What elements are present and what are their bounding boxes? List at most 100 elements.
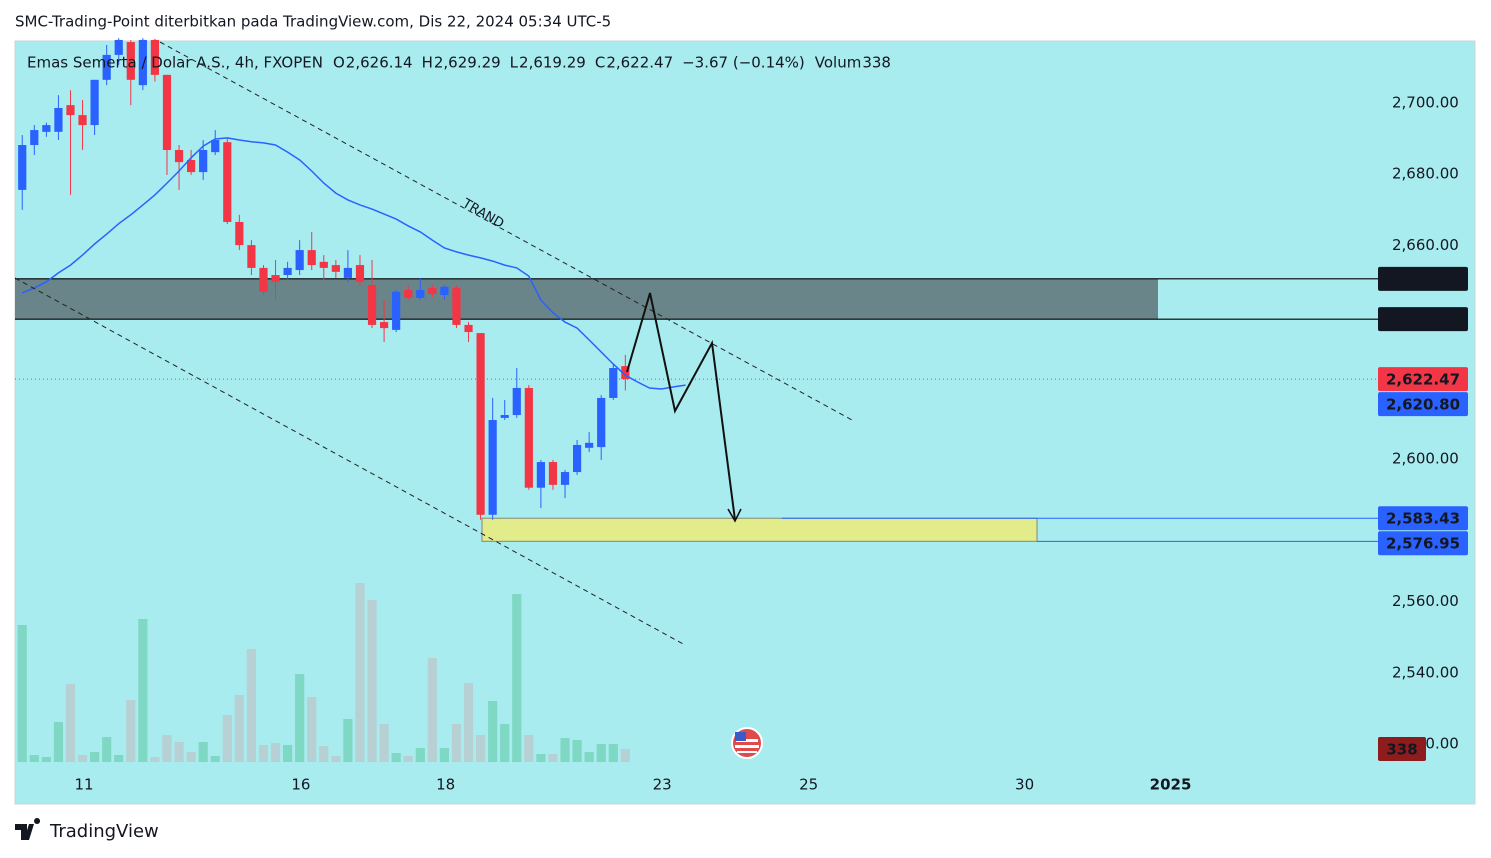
us-flag-event [731, 727, 763, 759]
candle-body [464, 324, 473, 333]
volume-bar [500, 724, 510, 762]
volume-bar [65, 684, 76, 762]
candle-body [295, 250, 304, 271]
candle-body [199, 150, 208, 173]
candle-body [524, 387, 533, 488]
volume-bar [572, 740, 582, 762]
candle-body [452, 287, 461, 325]
volume-bar [210, 756, 220, 762]
y-tick-label: 2,700.00 [1392, 93, 1459, 111]
publish-header: SMC-Trading-Point diterbitkan pada Tradi… [15, 13, 611, 31]
candle-body [150, 39, 160, 75]
candle-body [597, 397, 606, 448]
legend-volume-value: 338 [862, 54, 891, 72]
price-tag [1378, 367, 1468, 392]
candle-body [440, 286, 449, 295]
candle-body [404, 290, 413, 298]
candle-body [428, 287, 437, 294]
volume-bar [162, 735, 172, 762]
candle-body [416, 290, 425, 298]
volume-bar [222, 715, 232, 762]
zones [15, 278, 1378, 542]
price-tag [1378, 506, 1468, 531]
legend-key: O [333, 54, 345, 72]
y-tick-label: 2,560.00 [1392, 592, 1459, 610]
legend-value: 2,629.29 [434, 54, 501, 72]
y-tick-label: 2,600.00 [1392, 450, 1459, 468]
legend-value: 2,626.14 [346, 54, 413, 72]
x-tick-label: 11 [74, 776, 93, 794]
candle-body [343, 267, 353, 278]
volume-bar [198, 742, 208, 762]
candle-body [138, 39, 147, 86]
price-tag-label: 2,622.47 [1386, 371, 1460, 389]
volume-bar [439, 748, 450, 762]
volume-bar [150, 757, 160, 762]
candle-body [560, 472, 570, 485]
volume-bar [524, 735, 534, 762]
x-tick-label: 18 [436, 776, 455, 794]
candle-body [211, 140, 220, 153]
volume-bar [126, 700, 136, 762]
volume-bar [270, 743, 281, 762]
volume-bar [403, 756, 413, 762]
volume-bar [596, 744, 606, 762]
volume-bar [174, 742, 184, 762]
price-tag [1378, 392, 1468, 417]
candle-body [319, 261, 328, 268]
price-tag-label: 2,583.43 [1386, 510, 1460, 528]
volume-bar [608, 744, 618, 762]
candle-body [247, 245, 256, 268]
drawings [14, 41, 853, 759]
candle-body [536, 462, 546, 488]
volume-bar [379, 724, 389, 762]
x-tick-label: 25 [799, 776, 818, 794]
legend-key: H [422, 54, 433, 72]
legend-key: L [510, 54, 519, 72]
candle-body [42, 125, 51, 132]
candle-body [476, 333, 485, 515]
volume-bar [102, 737, 112, 762]
candle-body [367, 285, 377, 325]
candle-body [54, 107, 63, 132]
volume-bar [295, 674, 305, 762]
volume-bar [463, 683, 474, 762]
legend-volume-key: Volum [815, 54, 862, 72]
candle-body [235, 221, 244, 246]
volume-bar [17, 625, 27, 762]
candle-body [379, 322, 389, 329]
volume-bar [560, 738, 570, 762]
moving-average [21, 137, 686, 390]
volume-bar [41, 757, 51, 762]
volume-bar [512, 594, 522, 762]
candle-body [90, 79, 99, 126]
y-tick-label: 2,540.00 [1392, 663, 1459, 681]
candle-body [307, 250, 316, 266]
volume-bar [391, 753, 401, 762]
volume-bar [536, 754, 546, 762]
volume-bar [343, 719, 353, 762]
y-tick-label: 2,660.00 [1392, 236, 1459, 254]
volume-bar [77, 755, 88, 762]
legend-value: 2,619.29 [519, 54, 586, 72]
candle-body [66, 105, 75, 116]
legend-key: C [595, 54, 605, 72]
volume-bar [114, 755, 124, 762]
price-tag-label: 2,650.64 [1386, 270, 1460, 288]
candle-body [331, 265, 340, 272]
supply-zone [15, 278, 1158, 320]
candle-body [126, 42, 135, 80]
volume-bar [331, 756, 341, 762]
volume-bar [307, 697, 317, 762]
volume-bar [246, 649, 257, 762]
volume-bar [451, 724, 462, 762]
candle-body [585, 442, 594, 448]
volume-bar [367, 600, 377, 762]
candle-body [283, 267, 292, 276]
projection-path [626, 292, 736, 521]
legend-value: 2,622.47 [606, 54, 673, 72]
candle-body [271, 275, 280, 282]
candle-body [621, 366, 630, 380]
volume-bar [488, 701, 498, 762]
volume-bar [138, 619, 148, 762]
